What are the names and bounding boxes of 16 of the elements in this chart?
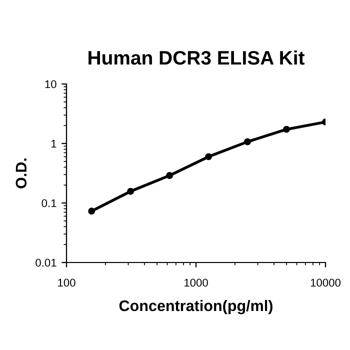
- x-tick-label: 1000: [184, 278, 208, 287]
- y-axis-title: O.D.: [16, 158, 27, 188]
- y-tick-label: 0.1: [42, 199, 56, 208]
- point: [283, 126, 290, 133]
- point: [205, 153, 212, 160]
- y-tick-label: 0.01: [36, 258, 56, 267]
- point: [244, 138, 252, 146]
- x-tick-label: 100: [58, 278, 76, 287]
- y-tick-label: 1: [51, 140, 56, 148]
- point: [166, 172, 174, 179]
- x-axis-title: Concentration(pg/ml): [119, 300, 272, 314]
- point: [88, 208, 96, 215]
- x-tick-label: 10000: [310, 278, 341, 287]
- chart-title: Human DCR3 ELISA Kit: [88, 50, 305, 65]
- y-tick-label: 10: [45, 80, 56, 88]
- point: [127, 188, 134, 195]
